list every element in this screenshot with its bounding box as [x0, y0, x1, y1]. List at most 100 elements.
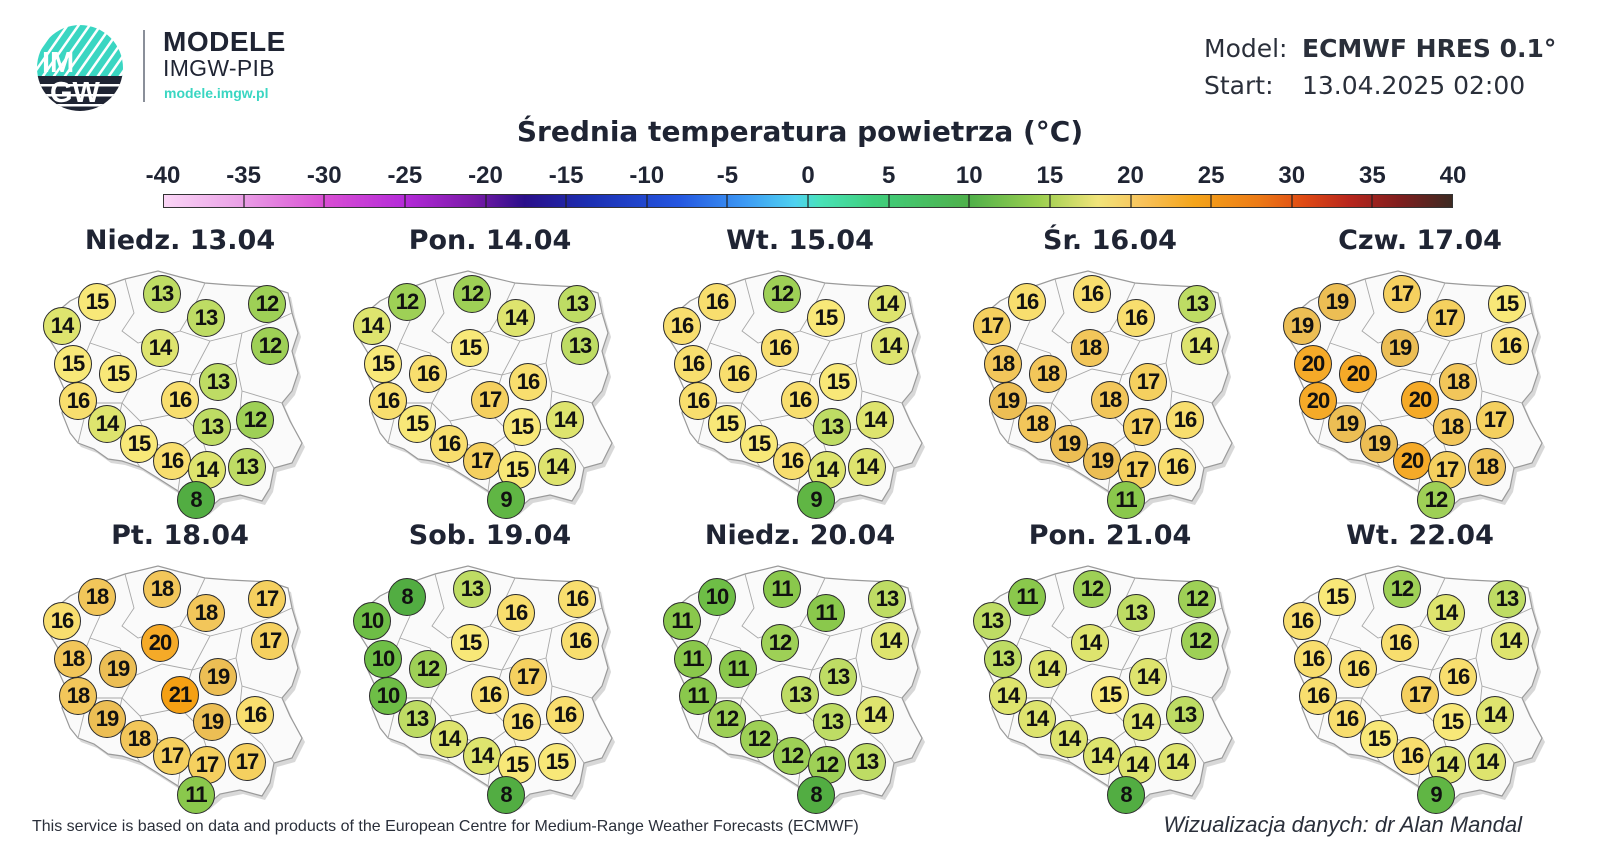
- colorbar-tick-label: -25: [387, 162, 423, 189]
- station-temperature: 19: [1318, 283, 1356, 321]
- day-map-panel: Pon. 14.04 12 12 14 14 13 13 15 15 16 16 16 17 15 15 14…: [340, 225, 640, 519]
- station-temperature: 14: [1158, 743, 1196, 781]
- brand-subtitle: IMGW-PIB: [163, 55, 275, 81]
- station-temperature: 16: [546, 696, 584, 734]
- station-temperature: 13: [143, 275, 181, 313]
- logo-text-bottom: GW: [50, 77, 101, 109]
- station-temperature: 13: [813, 408, 851, 446]
- day-title: Niedz. 13.04: [84, 225, 276, 256]
- station-temperature: 14: [1123, 703, 1161, 741]
- chart-title: Średnia temperatura powietrza (°C): [516, 115, 1084, 148]
- station-temperature: 15: [708, 405, 746, 443]
- station-temperature: 17: [1476, 401, 1514, 439]
- station-temperature: 14: [1083, 737, 1121, 775]
- station-temperature: 13: [984, 640, 1022, 678]
- station-temperature: 17: [248, 580, 286, 618]
- station-temperature: 20: [141, 624, 179, 662]
- station-temperature: 15: [1488, 285, 1526, 323]
- day-title: Pon. 21.04: [1028, 520, 1192, 551]
- station-temperature: 18: [54, 640, 92, 678]
- station-temperature: 13: [1166, 696, 1204, 734]
- colorbar-labels: -40 -35 -30 -25 -20 -15 -10 -5 0 5 10 15 20 25 30 35 40: [146, 162, 1467, 192]
- start-label: Start:: [1204, 71, 1274, 100]
- station-temperature: 17: [1401, 676, 1439, 714]
- colorbar-tick-mark: [403, 194, 406, 208]
- station-temperature: 14: [868, 285, 906, 323]
- station-temperature: 14: [1428, 746, 1466, 784]
- station-temperature: 16: [409, 355, 447, 393]
- day-map-panel: Pt. 18.04 18 18 16 18 17 17 20 18 19 19 18 21 19 19 16 1…: [30, 520, 330, 814]
- logo-text-top: IM: [42, 47, 74, 79]
- colorbar-tick-label: 30: [1278, 162, 1306, 189]
- station-temperature: 14: [989, 677, 1027, 715]
- station-temperature: 12: [409, 650, 447, 688]
- station-temperature: 14: [871, 622, 909, 660]
- colorbar-tick-mark: [323, 194, 326, 208]
- day-map-panel: Niedz. 20.04 10 11 11 11 13 14 12 11 11 13 11 13 12 13…: [650, 520, 950, 814]
- station-temperature: 18: [1468, 448, 1506, 486]
- colorbar-tick-mark: [887, 194, 890, 208]
- colorbar-tick-mark: [645, 194, 648, 208]
- station-temperature: 13: [187, 299, 225, 337]
- day-title: Wt. 22.04: [1346, 520, 1494, 551]
- station-temperature: 15: [120, 425, 158, 463]
- station-temperature: 15: [1360, 720, 1398, 758]
- station-temperature: 16: [1381, 624, 1419, 662]
- station-temperature: 14: [497, 299, 535, 337]
- day-map-panel: Czw. 17.04 19 17 19 17 15 16 19 20 20 18 20 20 19 18 17…: [1270, 225, 1570, 519]
- station-temperature: 14: [353, 307, 391, 345]
- station-temperature: 13: [561, 327, 599, 365]
- station-temperature: 17: [1123, 408, 1161, 446]
- station-temperature: 16: [761, 329, 799, 367]
- station-temperature: 19: [88, 700, 126, 738]
- station-temperature: 16: [1166, 401, 1204, 439]
- colorbar-tick-label: -40: [145, 162, 181, 189]
- station-temperature: 16: [698, 283, 736, 321]
- station-temperature: 17: [463, 442, 501, 480]
- station-temperature: 13: [1488, 580, 1526, 618]
- station-temperature: 17: [471, 381, 509, 419]
- station-temperature: 17: [509, 658, 547, 696]
- station-temperature: 16: [674, 345, 712, 383]
- brand-title: MODELE: [163, 26, 286, 57]
- station-temperature: 20: [1294, 345, 1332, 383]
- day-title: Sob. 19.04: [408, 520, 572, 551]
- station-temperature: 9: [487, 481, 525, 519]
- station-temperature: 11: [177, 776, 215, 814]
- station-temperature: 14: [88, 405, 126, 443]
- colorbar-tick-label: 15: [1036, 162, 1064, 189]
- station-temperature: 8: [797, 776, 835, 814]
- colorbar-tick-mark: [1290, 194, 1293, 208]
- station-temperature: 15: [451, 624, 489, 662]
- day-title: Wt. 15.04: [726, 225, 874, 256]
- station-temperature: 13: [973, 602, 1011, 640]
- model-row: Model: ECMWF HRES 0.1°: [1204, 30, 1556, 67]
- station-temperature: 16: [369, 382, 407, 420]
- station-temperature: 13: [848, 743, 886, 781]
- station-temperature: 18: [1071, 329, 1109, 367]
- model-info: Model: ECMWF HRES 0.1° Start: 13.04.2025 0…: [1204, 30, 1556, 104]
- brand-url-link[interactable]: modele.imgw.pl: [164, 85, 269, 101]
- station-temperature: 13: [398, 700, 436, 738]
- station-temperature: 18: [1439, 363, 1477, 401]
- day-map-panel: Pon. 21.04 11 12 13 13 12 12 14 13 14 14 14 15 14 14 13…: [960, 520, 1260, 814]
- station-temperature: 15: [451, 329, 489, 367]
- station-temperature: 13: [868, 580, 906, 618]
- station-temperature: 16: [719, 355, 757, 393]
- station-temperature: 16: [781, 381, 819, 419]
- day-map-panel: Sob. 19.04 8 13 10 16 16 16 15 10 12 17 10 16 13 16 16 1…: [340, 520, 640, 814]
- station-temperature: 8: [487, 776, 525, 814]
- station-temperature: 13: [199, 363, 237, 401]
- station-temperature: 11: [807, 594, 845, 632]
- station-temperature: 14: [43, 307, 81, 345]
- colorbar-tick-label: 5: [881, 162, 896, 189]
- station-temperature: 16: [1294, 640, 1332, 678]
- station-temperature: 17: [1427, 299, 1465, 337]
- station-temperature: 19: [1050, 425, 1088, 463]
- station-temperature: 12: [1073, 570, 1111, 608]
- colorbar-tick-mark: [242, 194, 245, 208]
- station-temperature: 16: [1283, 602, 1321, 640]
- station-temperature: 12: [388, 283, 426, 321]
- station-temperature: 15: [364, 345, 402, 383]
- station-temperature: 18: [143, 570, 181, 608]
